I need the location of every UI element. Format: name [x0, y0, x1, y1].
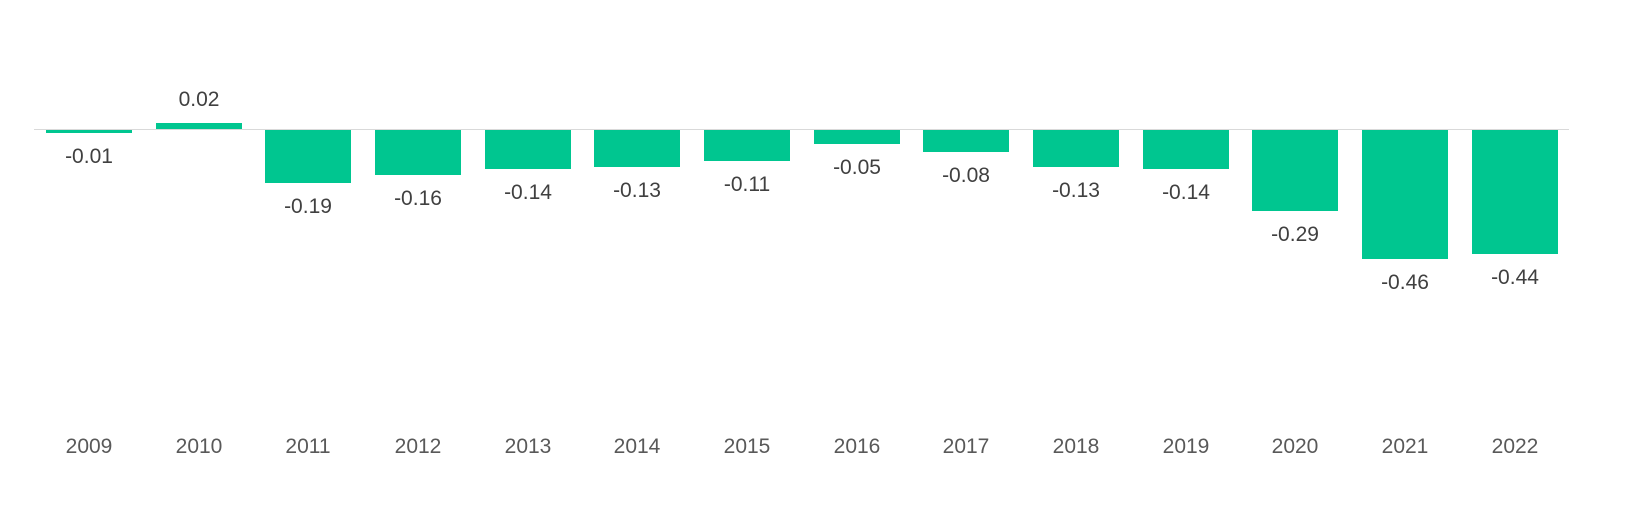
value-label-2011: -0.19 [284, 195, 332, 218]
bar-2012 [375, 130, 461, 175]
x-axis-label-2013: 2013 [504, 435, 552, 458]
bar-2019 [1143, 130, 1229, 169]
x-axis-label-2020: 2020 [1271, 435, 1319, 458]
bar-2018 [1033, 130, 1119, 167]
bar-2013 [485, 130, 571, 169]
bar-2017 [923, 130, 1009, 152]
value-label-2009: -0.01 [65, 145, 113, 168]
x-axis-label-2012: 2012 [394, 435, 442, 458]
value-label-2012: -0.16 [394, 187, 442, 210]
value-label-2016: -0.05 [833, 156, 881, 179]
value-label-2020: -0.29 [1271, 223, 1319, 246]
bar-2021 [1362, 130, 1448, 259]
bar-2009 [46, 130, 132, 133]
value-label-2022: -0.44 [1491, 266, 1539, 289]
bar-2011 [265, 130, 351, 183]
value-label-2018: -0.13 [1052, 179, 1100, 202]
value-label-2010: 0.02 [178, 88, 220, 111]
x-axis-label-2014: 2014 [613, 435, 661, 458]
x-axis-label-2022: 2022 [1491, 435, 1539, 458]
bar-2022 [1472, 130, 1558, 254]
bar-2016 [814, 130, 900, 144]
x-axis-label-2018: 2018 [1052, 435, 1100, 458]
value-label-2013: -0.14 [504, 181, 552, 204]
x-axis-label-2016: 2016 [833, 435, 881, 458]
bar-2015 [704, 130, 790, 161]
x-axis-label-2017: 2017 [942, 435, 990, 458]
bar-2010 [156, 123, 242, 129]
value-label-2017: -0.08 [942, 164, 990, 187]
x-axis-label-2009: 2009 [65, 435, 113, 458]
x-axis-label-2019: 2019 [1162, 435, 1210, 458]
x-axis-label-2010: 2010 [175, 435, 223, 458]
value-label-2021: -0.46 [1381, 271, 1429, 294]
value-label-2014: -0.13 [613, 179, 661, 202]
x-axis-zero-line [34, 129, 1569, 130]
x-axis-label-2021: 2021 [1381, 435, 1429, 458]
x-axis-label-2011: 2011 [285, 435, 331, 458]
value-label-2019: -0.14 [1162, 181, 1210, 204]
x-axis-label-2015: 2015 [723, 435, 771, 458]
value-label-2015: -0.11 [723, 173, 771, 196]
bar-2014 [594, 130, 680, 167]
bar-2020 [1252, 130, 1338, 211]
